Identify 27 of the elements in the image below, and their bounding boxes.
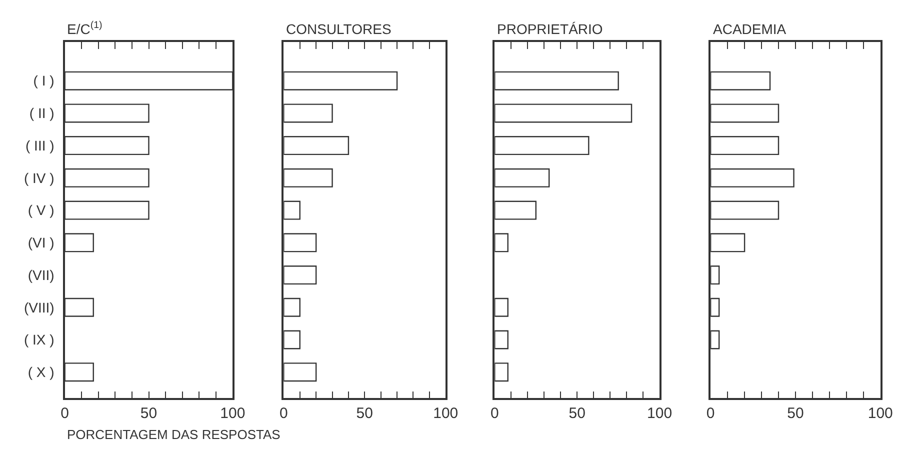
y-tick-label: ( X ): [28, 364, 54, 380]
y-tick-label: ( I ): [33, 72, 54, 89]
x-tick-label: 100: [433, 404, 458, 422]
x-tick-label: 50: [787, 404, 804, 422]
y-tick-label: (VI ): [28, 234, 54, 251]
y-tick-label: (VII): [28, 266, 54, 283]
chart-title: ACADEMIA: [713, 21, 787, 37]
y-tick-label: ( IX ): [24, 332, 54, 348]
x-tick-label: 0: [280, 404, 288, 422]
x-tick-label: 50: [568, 404, 586, 422]
y-tick-label: ( III ): [26, 137, 54, 154]
x-tick-label: 0: [706, 404, 715, 422]
y-tick-label: ( II ): [29, 105, 54, 122]
x-tick-label: 100: [647, 404, 672, 422]
x-tick-label: 100: [220, 404, 246, 422]
y-tick-label: ( V ): [28, 202, 54, 218]
x-tick-label: 0: [490, 404, 499, 422]
x-tick-label: 50: [140, 404, 158, 422]
y-tick-label: ( IV ): [24, 170, 54, 186]
chart-title: E/C$^{(1)}$: [67, 20, 102, 37]
x-tick-label: 100: [868, 404, 893, 422]
x-axis-title: PORCENTAGEM DAS RESPOSTAS: [67, 427, 281, 442]
chart-title: PROPRIETÁRIO: [497, 21, 603, 37]
x-tick-label: 50: [356, 404, 373, 422]
y-tick-label: (VIII): [24, 299, 54, 316]
x-tick-label: 0: [60, 404, 70, 422]
chart-title: CONSULTORES: [286, 21, 392, 37]
